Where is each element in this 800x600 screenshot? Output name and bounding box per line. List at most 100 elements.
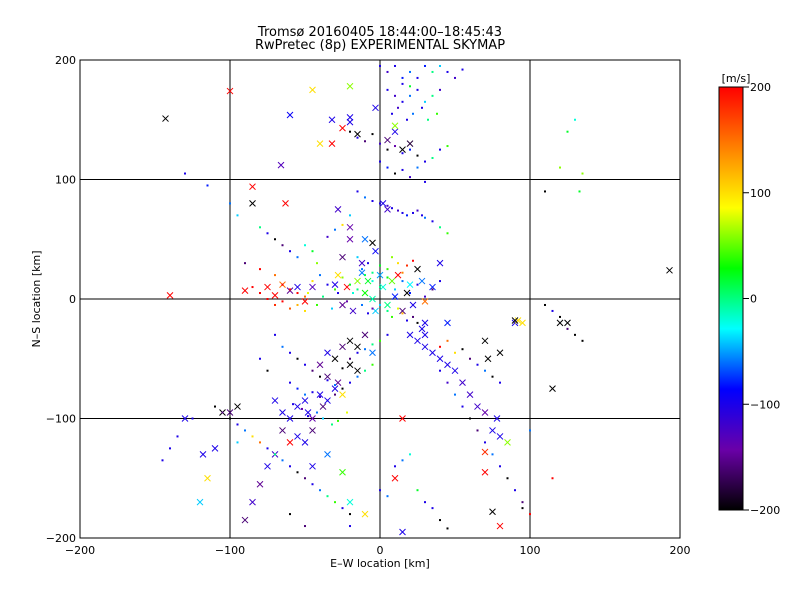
point-x — [309, 283, 316, 291]
point-dot — [391, 315, 393, 318]
point-dot — [386, 268, 389, 271]
point-x — [384, 206, 391, 213]
point-x — [331, 355, 339, 363]
point-x — [204, 474, 211, 482]
point-dot — [439, 226, 441, 229]
point-dot — [322, 417, 324, 420]
point-x — [199, 450, 207, 458]
point-x — [346, 82, 354, 90]
point-dot — [274, 303, 276, 306]
colorbar-tick-label: 200 — [750, 81, 771, 94]
point-x — [556, 319, 564, 327]
point-dot — [274, 274, 276, 277]
point-dot — [476, 363, 479, 366]
point-dot — [499, 465, 501, 468]
point-x — [264, 283, 271, 291]
point-dot — [349, 283, 351, 286]
point-x — [549, 385, 556, 392]
point-dot — [229, 202, 231, 205]
point-dot — [337, 419, 339, 422]
point-dot — [386, 166, 389, 169]
point-dot — [416, 489, 419, 492]
point-x — [406, 140, 414, 148]
point-x — [391, 293, 399, 300]
point-dot — [439, 64, 441, 67]
point-x — [249, 200, 256, 207]
point-dot — [304, 477, 306, 480]
point-dot — [307, 292, 309, 295]
point-dot — [431, 288, 434, 291]
point-dot — [386, 333, 389, 336]
point-dot — [266, 447, 269, 450]
point-x — [316, 391, 324, 398]
point-dot — [259, 226, 261, 229]
point-dot — [391, 256, 393, 259]
point-dot — [296, 387, 299, 390]
point-dot — [424, 100, 426, 103]
point-dot — [412, 259, 414, 262]
point-dot — [406, 264, 408, 267]
point-dot — [251, 435, 254, 438]
point-x — [334, 271, 342, 279]
point-x — [421, 331, 429, 339]
y-tick-label: 100 — [55, 174, 76, 187]
point-x — [309, 427, 316, 434]
point-dot — [439, 519, 441, 522]
point-x — [354, 343, 361, 351]
point-dot — [289, 381, 291, 384]
point-x — [346, 235, 354, 243]
point-x — [511, 317, 519, 324]
point-dot — [469, 417, 471, 420]
point-dot — [346, 300, 348, 303]
point-dot — [409, 176, 411, 179]
point-x — [279, 427, 286, 434]
point-x — [384, 301, 391, 309]
point-dot — [401, 100, 404, 103]
point-dot — [431, 156, 434, 159]
point-dot — [379, 303, 381, 306]
point-dot — [439, 369, 441, 372]
y-tick-label: 200 — [55, 54, 76, 67]
point-dot — [416, 88, 419, 91]
point-dot — [337, 292, 339, 295]
point-dot — [349, 513, 351, 516]
point-dot — [412, 112, 414, 115]
point-dot — [412, 211, 414, 214]
point-x — [181, 415, 189, 422]
point-dot — [361, 268, 363, 271]
x-tick-label: 100 — [520, 544, 541, 557]
point-dot — [296, 471, 299, 474]
point-dot — [379, 264, 381, 267]
point-dot — [371, 307, 374, 310]
point-dot — [311, 369, 314, 372]
point-dot — [289, 307, 291, 310]
point-dot — [326, 495, 329, 498]
point-dot — [371, 271, 374, 274]
point-dot — [371, 133, 374, 136]
point-dot — [304, 295, 306, 298]
colorbar-tick-label: 0 — [750, 293, 757, 306]
point-x — [324, 373, 331, 381]
point-dot — [424, 160, 426, 163]
point-x — [346, 223, 354, 231]
point-dot — [427, 118, 429, 121]
point-dot — [349, 357, 351, 360]
point-x — [211, 445, 219, 452]
point-dot — [311, 483, 314, 486]
point-dot — [281, 283, 284, 286]
point-dot — [454, 351, 456, 354]
point-x — [196, 498, 204, 506]
point-x — [372, 247, 379, 255]
point-dot — [409, 94, 411, 97]
point-x — [421, 298, 429, 305]
point-dot — [349, 214, 351, 217]
point-x — [489, 508, 496, 516]
point-x — [409, 301, 417, 309]
point-dot — [316, 303, 318, 306]
colorbar-label: [m/s] — [722, 72, 751, 85]
point-dot — [356, 288, 359, 291]
point-dot — [266, 298, 269, 300]
point-dot — [266, 369, 269, 372]
point-x — [514, 317, 522, 324]
point-dot — [311, 250, 314, 253]
